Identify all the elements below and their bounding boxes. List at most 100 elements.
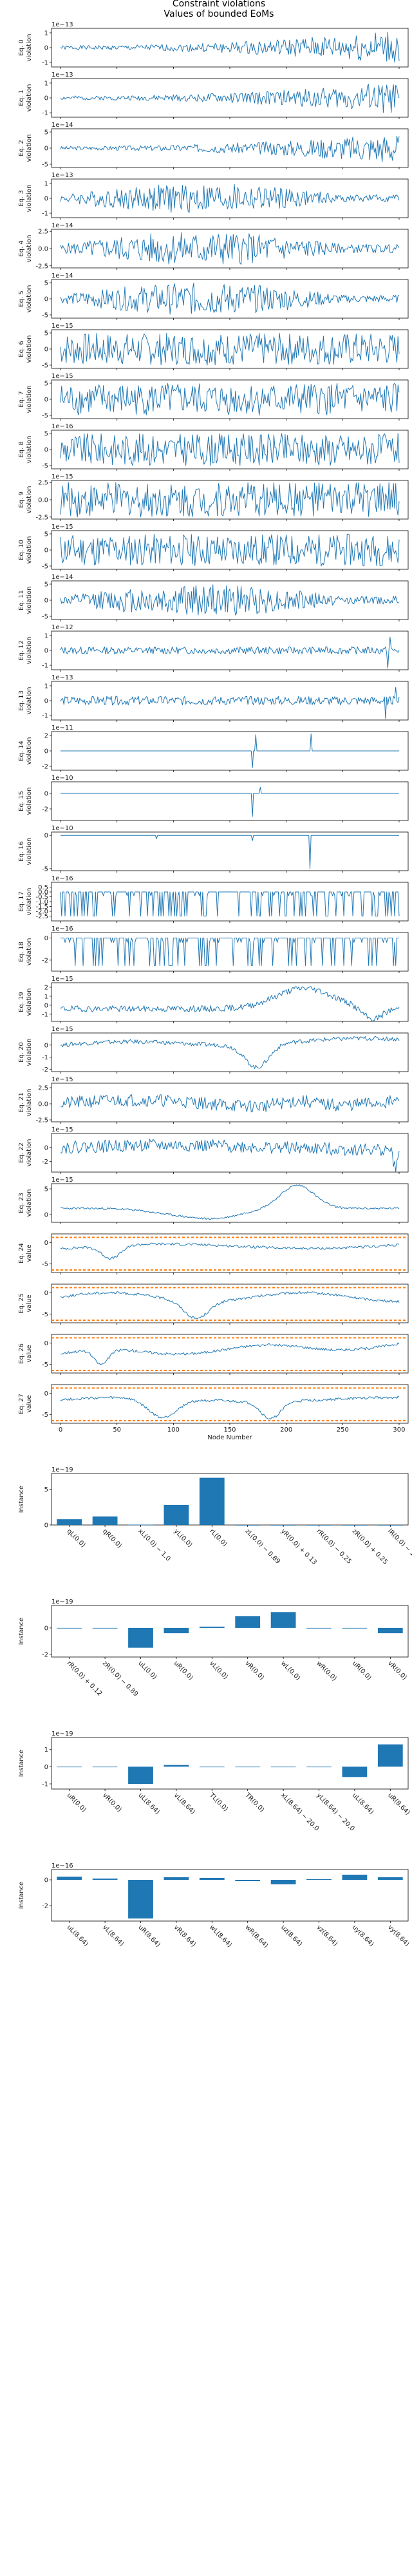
xtick-label: 250 <box>337 1426 349 1434</box>
bar <box>235 1616 261 1628</box>
category-label: vR(0.0) <box>101 1792 123 1814</box>
ytick-label: -2.5 <box>35 913 48 920</box>
ylabel-line: violation <box>26 185 33 213</box>
category-label: xL(8.64) − 20.0 <box>279 1792 320 1832</box>
offset-exponent: 1e−15 <box>52 473 73 480</box>
axes-frame <box>51 781 409 821</box>
ytick-label: -1 <box>42 713 48 720</box>
ylabel-line: value <box>26 1395 33 1412</box>
ytick-label: 5 <box>44 129 48 137</box>
category-label: TR(0.0) <box>243 1792 266 1814</box>
xtick-label: 100 <box>167 1426 180 1434</box>
ytick-label: -5 <box>42 162 48 169</box>
series-line <box>60 333 400 366</box>
ytick-label: 0 <box>44 833 48 840</box>
ytick-label: -2.0 <box>35 909 48 916</box>
series-line <box>60 1291 400 1319</box>
figure-title-line2: Values of bounded EoMs <box>164 9 274 19</box>
series-line <box>60 135 400 162</box>
bar <box>128 1766 153 1784</box>
axes-frame <box>51 229 409 269</box>
bar <box>377 1627 403 1634</box>
xlabel: Node Number <box>207 1434 252 1441</box>
subplot-6: -5 0 5 1e−15 Eq. 6 violation <box>18 323 409 370</box>
ylabel-line: Eq. 0 <box>18 39 25 55</box>
series-line <box>61 938 399 966</box>
ytick-label: 0 <box>44 935 48 942</box>
ytick-label: 5 <box>44 1486 48 1493</box>
ylabel-line: Eq. 7 <box>18 391 25 407</box>
ytick-label: -1 <box>42 211 48 218</box>
category-label: uR(8.64) <box>386 1792 411 1817</box>
ylabel-line: violation <box>26 386 33 413</box>
ytick-label: -5 <box>42 614 48 621</box>
ytick-label: 0 <box>44 1522 48 1530</box>
ytick-label: -2 <box>42 1903 48 1910</box>
ylabel-line: Eq. 3 <box>18 190 25 206</box>
ylabel-line: Eq. 12 <box>18 640 25 661</box>
offset-exponent: 1e−15 <box>52 323 73 330</box>
ytick-label: -1 <box>42 110 48 117</box>
category-label: uL(0.0) <box>136 1660 158 1681</box>
ytick-label: -5 <box>42 463 48 470</box>
series-line <box>60 482 400 518</box>
subplot-1: -1 0 1 1e−13 Eq. 1 violation <box>18 71 409 119</box>
bar <box>92 1766 118 1768</box>
subplot-10: -5 0 5 1e−15 Eq. 10 violation <box>18 524 409 571</box>
bar <box>342 1627 368 1629</box>
ytick-label: 5 <box>44 330 48 337</box>
ylabel-line: Instance <box>18 1618 25 1645</box>
offset-exponent: 1e−15 <box>52 1076 73 1083</box>
ytick-label: -2.5 <box>35 263 48 270</box>
ytick-label: 0 <box>44 1764 48 1771</box>
ytick-label: -5 <box>42 312 48 319</box>
ylabel-line: Eq. 9 <box>18 491 25 507</box>
axes-frame <box>51 681 409 721</box>
ytick-label: -2.5 <box>35 1117 48 1124</box>
subplot-22: -2 0 1e−15 Eq. 22 violation <box>18 1126 409 1174</box>
category-label: vz(8.64) <box>315 1924 339 1947</box>
series-line <box>60 232 400 265</box>
xtick-label: 0 <box>59 1426 62 1434</box>
bar <box>235 1766 261 1768</box>
category-label: xL(0.0) − 1.0 <box>136 1528 171 1562</box>
ytick-label: 0 <box>44 1002 48 1009</box>
subplot-16: -5 0 1e−10 Eq. 16 violation <box>18 825 409 873</box>
axes-frame <box>51 831 409 871</box>
bar <box>92 1627 118 1629</box>
axes-frame <box>51 128 409 168</box>
ytick-label: 0 <box>44 397 48 404</box>
category-label: vR(8.64) <box>173 1924 197 1948</box>
subplot-14: -2 0 2 1e−11 Eq. 14 violation <box>18 724 409 772</box>
axes-frame <box>51 882 409 922</box>
ytick-label: -5 <box>42 363 48 370</box>
axes-frame <box>51 1283 409 1323</box>
ylabel-line: Eq. 14 <box>18 741 25 761</box>
ytick-label: 0.0 <box>38 889 48 896</box>
ylabel-line: Eq. 19 <box>18 992 25 1012</box>
bar <box>92 1879 118 1880</box>
series-line <box>60 533 400 567</box>
subplot-25: -5 0 Eq. 25 value <box>18 1283 409 1325</box>
ytick-label: -2 <box>42 1651 48 1658</box>
series-line <box>60 383 400 416</box>
ytick-label: -5 <box>42 413 48 420</box>
bar <box>306 1879 332 1880</box>
bar <box>199 1477 225 1525</box>
category-label: vL(0.0) <box>208 1660 229 1681</box>
subplot-8: -5 0 5 1e−16 Eq. 8 violation <box>18 423 409 471</box>
subplot-27: -5 0 Eq. 27 value 0 50 100 150 200 250 300 Node Num… <box>18 1384 409 1441</box>
series-line <box>60 1242 400 1260</box>
ylabel-line: violation <box>26 436 33 464</box>
ytick-label: -0.5 <box>35 894 48 901</box>
ytick-label: 0 <box>44 698 48 705</box>
category-label: qL(0.0) <box>66 1528 87 1549</box>
category-label: rL(0.0) <box>208 1528 228 1548</box>
series-line <box>60 184 400 213</box>
ylabel-line: violation <box>26 587 33 614</box>
xtick-label: 200 <box>280 1426 292 1434</box>
series-line <box>60 636 400 669</box>
series-line <box>60 1036 400 1069</box>
offset-exponent: 1e−12 <box>52 624 73 631</box>
